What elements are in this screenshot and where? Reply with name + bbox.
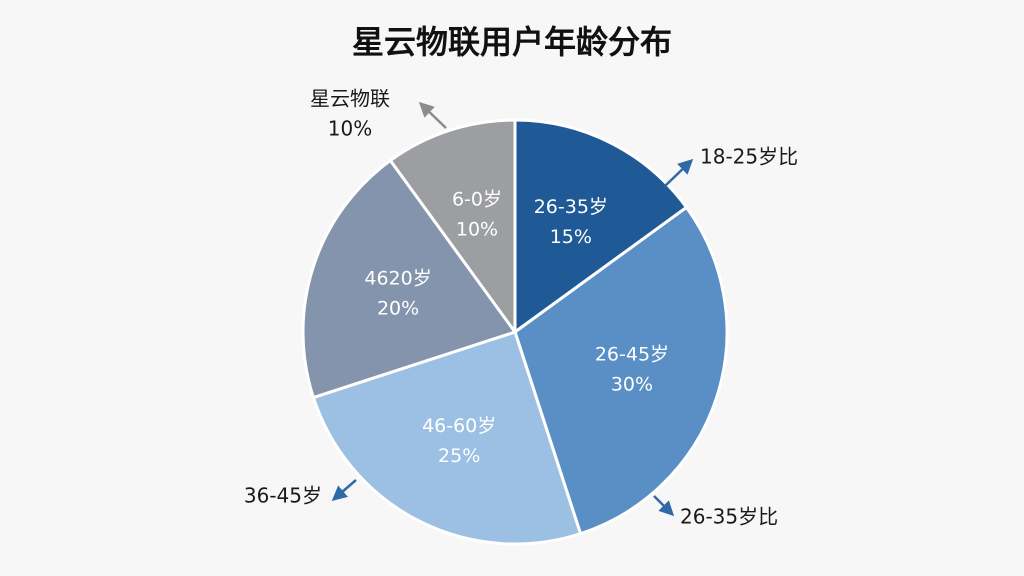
slice-value-label: 15%: [550, 226, 592, 248]
slice-value-label: 10%: [456, 219, 498, 241]
slice-label: 46-60岁: [422, 415, 496, 437]
annotation-arrow: [331, 479, 357, 501]
annotation: 26-35岁比: [680, 505, 778, 529]
slice-value-label: 30%: [611, 373, 653, 395]
chart-title: 星云物联用户年龄分布: [352, 23, 672, 61]
slice-label: 4620岁: [364, 268, 431, 290]
slice-label: 6-0岁: [452, 189, 502, 211]
annotation-arrow: [664, 158, 694, 187]
annotation-arrow: [653, 495, 675, 517]
pie-slice: [388, 118, 517, 337]
annotation: 18-25岁比: [700, 145, 798, 169]
slice-label: 26-45岁: [595, 343, 669, 365]
pie-slice: [301, 158, 518, 400]
pie-slice: [513, 205, 729, 536]
annotation-arrow: [418, 101, 447, 129]
slice-value-label: 25%: [438, 445, 480, 467]
annotation: 36-45岁: [244, 484, 322, 508]
slice-label: 26-35岁: [534, 196, 608, 218]
annotation: 星云物联: [310, 87, 390, 111]
pie-slice: [311, 330, 583, 546]
annotation: 10%: [328, 117, 372, 141]
slice-value-label: 20%: [377, 298, 419, 320]
pie-slice: [513, 118, 689, 335]
